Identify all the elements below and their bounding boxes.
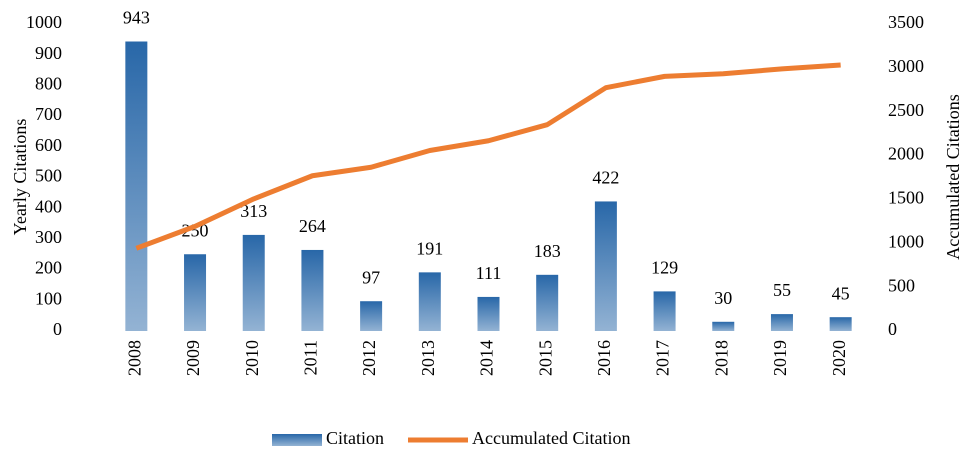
bar bbox=[536, 274, 559, 331]
x-tick-label: 2013 bbox=[418, 340, 438, 376]
data-label: 55 bbox=[773, 280, 791, 300]
legend-label: Citation bbox=[326, 428, 384, 448]
y-tick-label: 400 bbox=[35, 196, 62, 216]
x-tick-label: 2008 bbox=[124, 340, 144, 376]
y-tick-label: 1000 bbox=[26, 12, 62, 32]
data-label: 191 bbox=[416, 238, 443, 258]
bar bbox=[301, 249, 324, 331]
x-tick-label: 2019 bbox=[770, 340, 790, 376]
bar bbox=[418, 272, 441, 331]
y2-tick-label: 500 bbox=[888, 275, 915, 295]
x-tick-label: 2017 bbox=[653, 340, 673, 376]
bar bbox=[184, 254, 207, 331]
data-label: 129 bbox=[651, 258, 678, 278]
y-tick-label: 0 bbox=[53, 319, 62, 339]
bar bbox=[125, 41, 148, 332]
data-label: 45 bbox=[832, 283, 850, 303]
bar bbox=[653, 291, 676, 331]
y-tick-label: 900 bbox=[35, 43, 62, 63]
legend-swatch bbox=[272, 434, 322, 446]
data-label: 97 bbox=[362, 267, 380, 287]
y-tick-label: 100 bbox=[35, 288, 62, 308]
data-label: 183 bbox=[534, 241, 561, 261]
bar bbox=[242, 234, 265, 331]
y2-axis-title: Accumulated Citations bbox=[943, 94, 963, 259]
legend-label: Accumulated Citation bbox=[472, 428, 630, 448]
x-tick-label: 2015 bbox=[535, 340, 555, 376]
line bbox=[135, 62, 841, 251]
x-tick-label: 2014 bbox=[477, 340, 497, 376]
y2-tick-label: 3500 bbox=[888, 12, 924, 32]
y-axis-title: Yearly Citations bbox=[10, 119, 30, 236]
y-tick-label: 300 bbox=[35, 227, 62, 247]
y2-tick-label: 2500 bbox=[888, 100, 924, 120]
y-tick-label: 600 bbox=[35, 135, 62, 155]
data-label: 422 bbox=[592, 168, 619, 188]
bar bbox=[594, 201, 617, 331]
x-tick-label: 2020 bbox=[829, 340, 849, 376]
bar bbox=[712, 321, 735, 331]
y-tick-label: 700 bbox=[35, 104, 62, 124]
y-tick-label: 500 bbox=[35, 166, 62, 186]
y-tick-label: 200 bbox=[35, 258, 62, 278]
x-tick-label: 2009 bbox=[183, 340, 203, 376]
y2-tick-label: 1500 bbox=[888, 188, 924, 208]
y2-tick-label: 0 bbox=[888, 319, 897, 339]
y2-tick-label: 1000 bbox=[888, 231, 924, 251]
bar bbox=[360, 301, 383, 331]
data-label: 30 bbox=[714, 288, 732, 308]
y2-tick-label: 3000 bbox=[888, 56, 924, 76]
x-tick-label: 2018 bbox=[711, 340, 731, 376]
data-label: 313 bbox=[240, 201, 267, 221]
bar bbox=[829, 317, 852, 331]
data-label: 264 bbox=[299, 216, 326, 236]
data-label: 111 bbox=[476, 263, 502, 283]
bar bbox=[770, 314, 793, 331]
x-tick-label: 2011 bbox=[301, 340, 321, 375]
x-tick-label: 2010 bbox=[242, 340, 262, 376]
y2-tick-label: 2000 bbox=[888, 144, 924, 164]
y-tick-label: 800 bbox=[35, 74, 62, 94]
x-tick-label: 2016 bbox=[594, 340, 614, 376]
data-label: 943 bbox=[123, 8, 150, 28]
bar bbox=[477, 296, 500, 331]
x-tick-label: 2012 bbox=[359, 340, 379, 376]
